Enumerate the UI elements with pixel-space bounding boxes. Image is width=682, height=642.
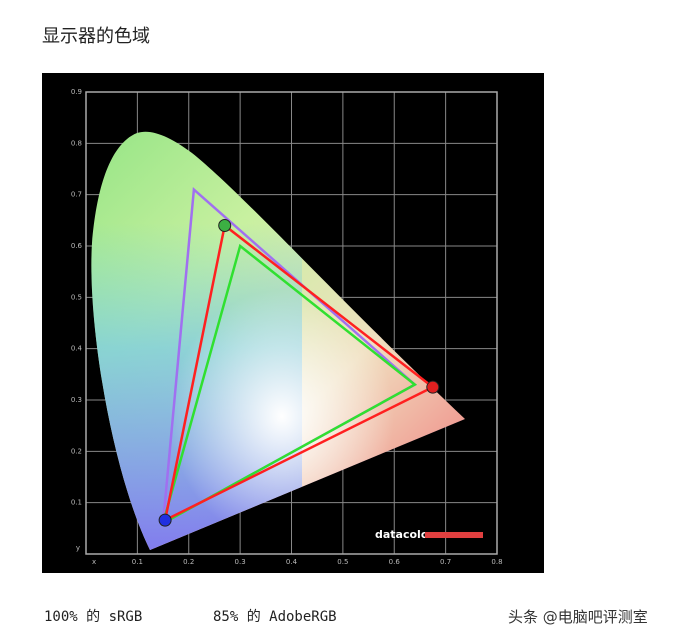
caption: 85% 的 AdobeRGB [213,609,337,625]
y-tick-label: 0.4 [71,345,83,353]
heading: 显示器的色域 [42,26,150,47]
x-tick-label: 0.7 [440,558,451,566]
y-tick-label: 0.6 [71,242,83,250]
x-tick-label: 0.2 [183,558,194,566]
y-tick-label: 0.2 [71,447,82,455]
logo: datacolor [375,528,483,541]
x-tick-label: 0.3 [235,558,246,566]
primary-marker [218,218,232,232]
y-tick-label: 0.8 [71,139,82,147]
y-tick-label: 0.9 [71,88,82,96]
y-tick-label: 0.1 [71,499,82,507]
x-tick-label: 0.1 [132,558,143,566]
x-tick-label: 0.8 [491,558,502,566]
plot-frame [85,91,498,555]
x-tick-label: 0.4 [286,558,298,566]
caption: 100% 的 sRGB [44,609,143,625]
gamut-triangle [161,243,418,526]
logo-text: datacolor [375,528,434,541]
x-axis-label: x [92,558,96,566]
y-tick-label: 0.3 [71,396,82,404]
chart: datacolor 0.1 0.2 0.3 0.4 0.5 0.6 0.7 0.8 0.1 0.2… [42,73,544,573]
y-tick-label: 0.5 [71,293,82,301]
primary-marker [426,380,440,394]
x-tick-label: 0.6 [389,558,401,566]
gamut-triangle [163,223,436,523]
y-axis-label: y [76,544,80,552]
watermark: 头条 @电脑吧评测室 [508,608,648,626]
x-tick-label: 0.5 [337,558,348,566]
y-tick-label: 0.7 [71,191,82,199]
primary-marker [158,513,172,527]
